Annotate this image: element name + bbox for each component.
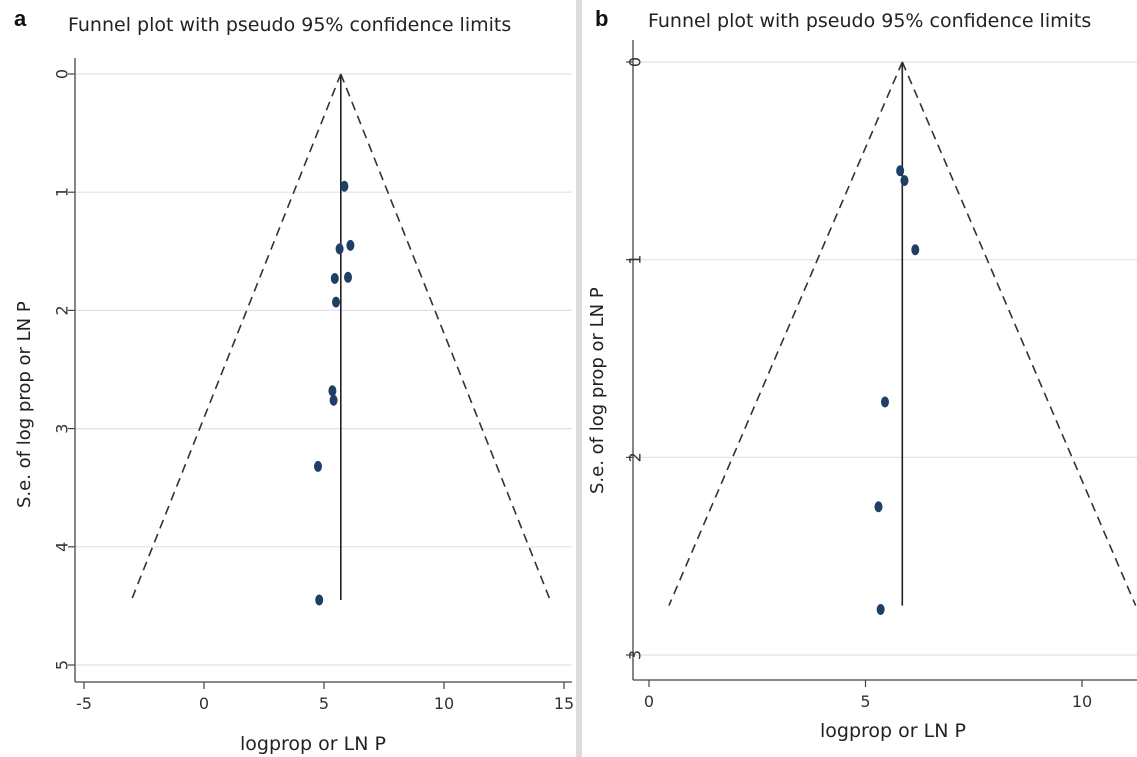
funnel-plot-panel-b: b Funnel plot with pseudo 95% confidence… [583, 0, 1137, 757]
data-point-a [314, 460, 322, 472]
y-tick-label-a: 2 [53, 305, 72, 315]
x-axis-label-a: logprop or LN P [240, 733, 386, 755]
data-point-b [896, 165, 905, 177]
data-point-a [344, 271, 352, 283]
x-tick-label-b: 0 [644, 692, 654, 711]
data-point-b [874, 501, 883, 513]
x-tick-label-a: -5 [76, 694, 92, 713]
data-point-a [328, 385, 337, 397]
data-point-a [330, 272, 339, 284]
y-tick-label-a: 4 [53, 542, 72, 552]
x-tick-label-a: 5 [319, 694, 329, 713]
y-tick-label-a: 3 [53, 424, 72, 434]
x-tick-label-a: 10 [434, 694, 454, 713]
y-tick-label-b: 2 [626, 452, 645, 462]
y-tick-label-a: 5 [53, 660, 72, 670]
y-tick-label-b: 0 [626, 57, 645, 67]
x-tick-label-a: 15 [554, 694, 574, 713]
x-tick-label-a: 0 [199, 694, 209, 713]
funnel-right-limit-b [901, 61, 1137, 606]
data-point-a [315, 594, 324, 606]
funnel-left-limit-b [668, 61, 904, 606]
y-tick-label-b: 1 [626, 255, 645, 265]
data-point-b [911, 244, 920, 256]
data-point-a [332, 296, 340, 308]
data-point-b [876, 604, 885, 616]
data-point-b [900, 175, 909, 187]
panel-divider [576, 0, 582, 757]
chart-title-b: Funnel plot with pseudo 95% confidence l… [648, 10, 1092, 32]
funnel-plot-panel-a: a Funnel plot with pseudo 95% confidence… [14, 6, 575, 755]
panel-label-a: a [14, 6, 27, 31]
data-point-a [329, 394, 338, 406]
y-tick-label-a: 1 [53, 187, 72, 197]
y-tick-label-b: 3 [626, 650, 645, 660]
y-tick-label-a: 0 [53, 69, 72, 79]
funnel-right-limit-a [340, 73, 551, 601]
data-point-a [335, 243, 344, 255]
data-point-a [346, 239, 355, 251]
x-axis-label-b: logprop or LN P [820, 720, 966, 742]
funnel-left-limit-a [130, 73, 342, 601]
x-tick-label-b: 5 [860, 692, 870, 711]
panel-label-b: b [595, 6, 609, 31]
funnel-plot-b: 0 5 10 0 1 2 3 [626, 40, 1137, 711]
x-tick-label-b: 10 [1072, 692, 1092, 711]
data-point-a [340, 180, 349, 192]
chart-title-a: Funnel plot with pseudo 95% confidence l… [68, 14, 512, 36]
funnel-plot-a: -5 0 5 10 15 0 1 2 3 4 5 [53, 58, 574, 713]
data-point-b [880, 396, 889, 408]
